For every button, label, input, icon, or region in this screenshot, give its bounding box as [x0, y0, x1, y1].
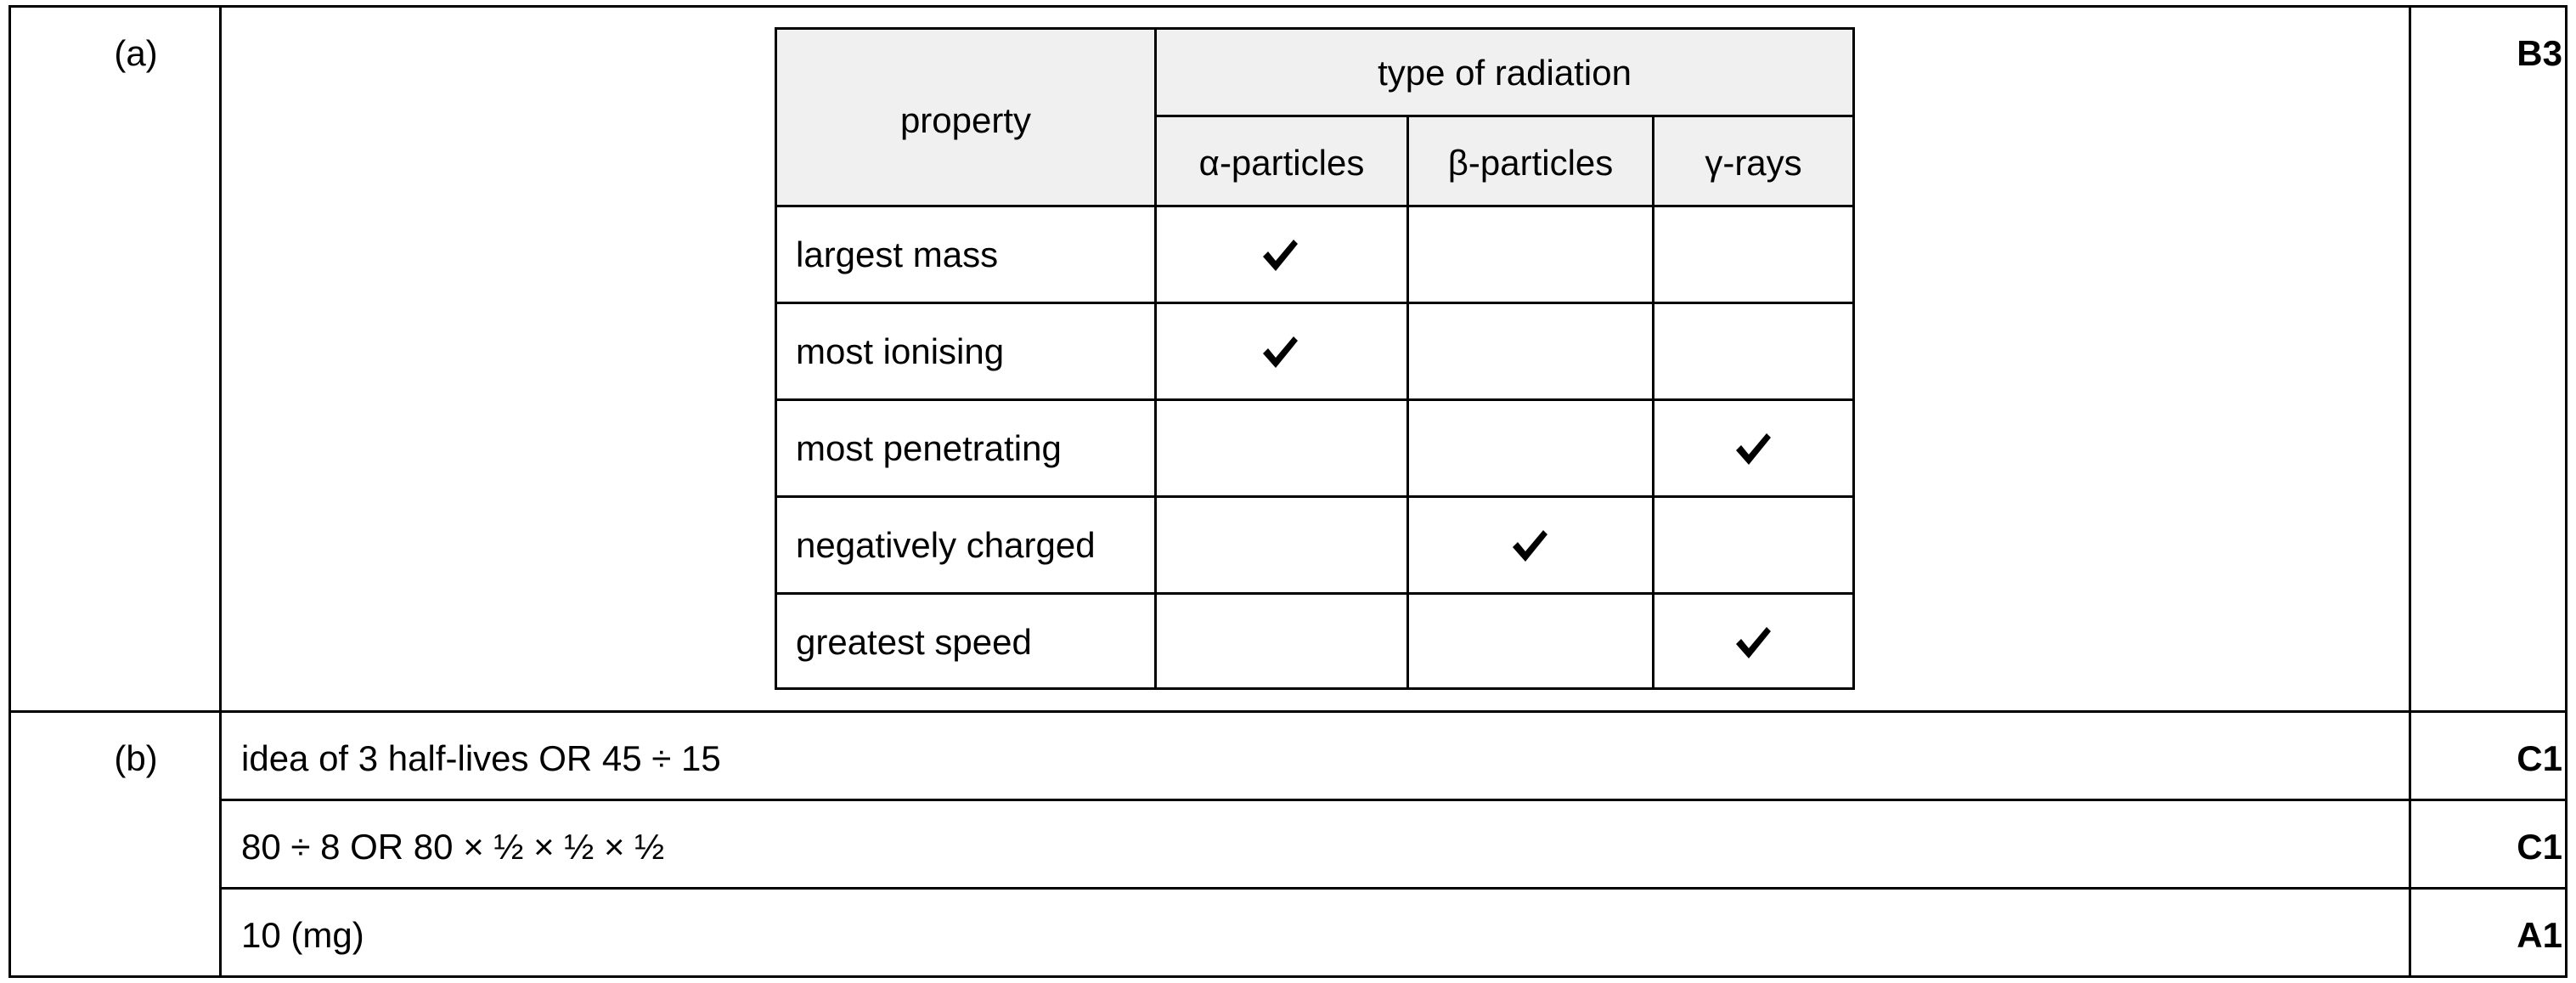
check-mark-icon	[1263, 240, 1298, 271]
row-label-negatively-charged: negatively charged	[796, 525, 1096, 565]
check-mark-icon	[1263, 336, 1298, 368]
grid-h-header-bottom	[777, 205, 1852, 207]
grid-v-alpha	[1406, 115, 1409, 687]
column-header-gamma: γ-rays	[1705, 143, 1802, 183]
outer-top-border	[8, 5, 2568, 8]
property-header: property	[899, 100, 1032, 140]
mark-part-b-line-2: C1	[2517, 827, 2562, 867]
row-label-greatest-speed: greatest speed	[796, 622, 1032, 662]
column-header-beta: β-particles	[1447, 143, 1614, 183]
part-b-answer-line-1: idea of 3 half-lives OR 45 ÷ 15	[241, 738, 721, 778]
grid-h-type-header	[1154, 115, 1852, 117]
outer-bottom-border	[8, 975, 2568, 978]
row-label-most-penetrating: most penetrating	[796, 428, 1062, 468]
check-mark-icon	[1736, 433, 1771, 465]
grid-v-property	[1154, 30, 1157, 687]
header-background	[777, 30, 1852, 206]
grid-h-row-3	[777, 495, 1852, 498]
mark-part-b-line-1: C1	[2517, 738, 2562, 778]
outer-divider-b2-b3	[219, 887, 2568, 890]
radiation-table: property type of radiation α-particles β…	[775, 27, 1855, 690]
check-mark-icon	[1513, 530, 1547, 562]
type-of-radiation-header: type of radiation	[1378, 53, 1632, 93]
part-b-answer-line-2: 80 ÷ 8 OR 80 × ½ × ½ × ½	[241, 827, 665, 867]
outer-divider-b1-b2	[219, 799, 2568, 801]
grid-h-row-2	[777, 398, 1852, 401]
grid-v-beta	[1652, 115, 1654, 687]
column-header-alpha: α-particles	[1198, 143, 1365, 183]
outer-label-column-divider	[219, 5, 222, 978]
grid-h-row-4	[777, 592, 1852, 595]
grid-h-row-1	[777, 302, 1852, 304]
outer-mark-column-divider	[2409, 5, 2411, 978]
row-label-most-ionising: most ionising	[796, 331, 1005, 371]
part-b-answer-line-3: 10 (mg)	[241, 915, 364, 955]
part-b-label: (b)	[114, 738, 158, 778]
part-a-label: (a)	[114, 33, 158, 73]
outer-left-border	[8, 5, 11, 978]
mark-part-b-line-3: A1	[2517, 915, 2562, 955]
mark-part-a: B3	[2517, 33, 2562, 73]
row-label-largest-mass: largest mass	[796, 234, 999, 274]
tick-layer	[777, 30, 1852, 687]
check-mark-icon	[1736, 627, 1771, 658]
outer-divider-a-b	[8, 710, 2568, 713]
outer-right-border	[2565, 5, 2568, 978]
